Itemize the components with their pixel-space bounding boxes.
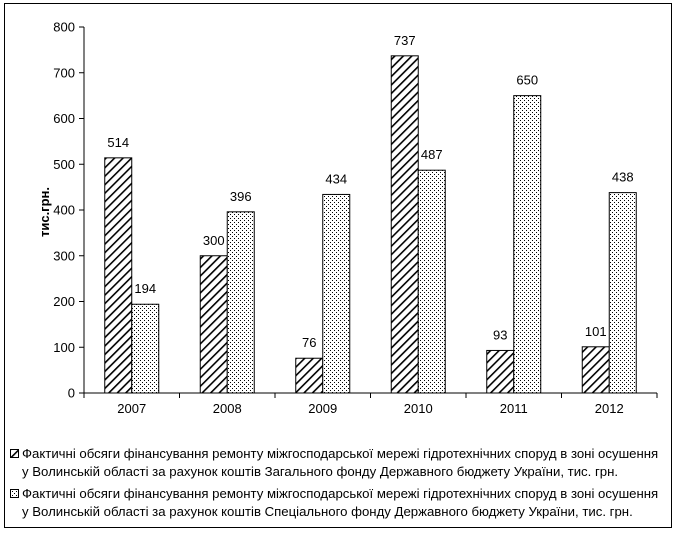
- legend-item-special-fund: Фактичні обсяги фінансування ремонту між…: [10, 485, 670, 521]
- data-labels: 514 194 300 396 76 434 737 487 93 650 101 438: [107, 33, 633, 350]
- data-label: 737: [394, 33, 416, 48]
- data-label: 396: [230, 189, 252, 204]
- x-tick-label: 2012: [595, 401, 624, 416]
- y-tick-label: 500: [53, 157, 75, 172]
- legend-swatch-dots: [10, 489, 19, 498]
- data-label: 76: [302, 335, 316, 350]
- legend-line: Фактичні обсяги фінансування ремонту між…: [22, 486, 659, 501]
- x-tick-label: 2010: [404, 401, 433, 416]
- x-tick-label: 2007: [117, 401, 146, 416]
- data-label: 93: [493, 327, 507, 342]
- legend: Фактичні обсяги фінансування ремонту між…: [10, 445, 670, 521]
- bar-special-fund: [417, 169, 446, 394]
- y-tick-label: 300: [53, 248, 75, 263]
- bar-general-fund: [104, 157, 133, 394]
- y-tick-label: 600: [53, 111, 75, 126]
- y-axis-title: тис.грн.: [37, 187, 52, 237]
- chart-frame: [4, 3, 672, 528]
- bar-special-fund: [226, 211, 255, 394]
- legend-line: у Волинській області за рахунок коштів С…: [22, 504, 633, 519]
- y-tick-label: 700: [53, 65, 75, 80]
- legend-line: у Волинській області за рахунок коштів З…: [22, 464, 619, 479]
- y-tick-label: 800: [53, 20, 75, 35]
- data-label: 650: [516, 73, 538, 88]
- data-label: 434: [325, 171, 347, 186]
- x-tick-label: 2011: [500, 401, 528, 416]
- bar-general-fund: [199, 255, 228, 394]
- axes: 0 100 200 300 400 500 600 700 800 2007 2008 2009 201…: [53, 20, 658, 416]
- bar-special-fund: [322, 193, 351, 394]
- y-tick-label: 200: [53, 294, 75, 309]
- bar-chart: 0 100 200 300 400 500 600 700 800 2007 2008 2009 201…: [37, 20, 658, 416]
- data-label: 487: [421, 147, 443, 162]
- data-label: 300: [203, 233, 225, 248]
- bar-general-fund: [295, 357, 324, 394]
- legend-text-special-fund: Фактичні обсяги фінансування ремонту між…: [22, 485, 670, 521]
- legend-text-general-fund: Фактичні обсяги фінансування ремонту між…: [22, 445, 670, 481]
- bar-general-fund: [390, 55, 419, 394]
- bar-general-fund: [581, 346, 610, 394]
- legend-item-general-fund: Фактичні обсяги фінансування ремонту між…: [10, 445, 670, 481]
- x-tick-label: 2008: [213, 401, 242, 416]
- data-label: 514: [107, 135, 129, 150]
- data-label: 438: [612, 170, 634, 185]
- legend-swatch-hatch: [10, 449, 19, 458]
- y-tick-label: 400: [53, 203, 75, 218]
- x-tick-label: 2009: [308, 401, 337, 416]
- bars: [104, 55, 637, 394]
- bar-special-fund: [608, 192, 637, 394]
- y-tick-label: 100: [53, 340, 75, 355]
- y-tick-label: 0: [68, 386, 75, 401]
- data-label: 194: [134, 281, 156, 296]
- bar-special-fund: [513, 95, 542, 394]
- bar-special-fund: [131, 303, 160, 394]
- data-label: 101: [585, 324, 607, 339]
- bar-general-fund: [486, 349, 515, 394]
- legend-line: Фактичні обсяги фінансування ремонту між…: [22, 446, 659, 461]
